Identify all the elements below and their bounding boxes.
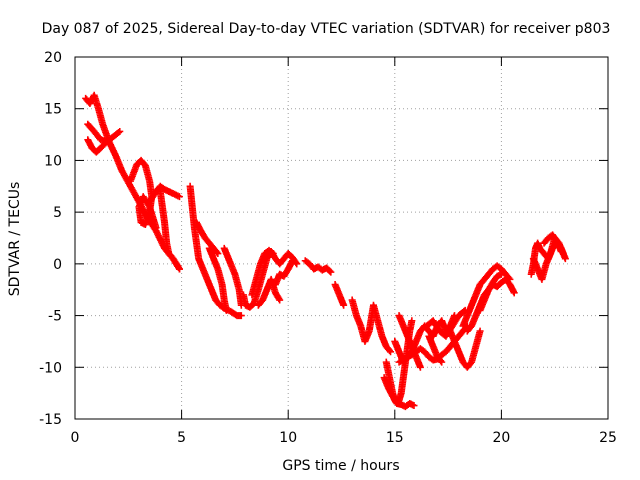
- data-point: [288, 257, 296, 265]
- axis-ticks: [74, 56, 609, 420]
- y-tick-label: 0: [53, 257, 62, 273]
- y-tick-label: -5: [48, 309, 62, 325]
- data-point: [387, 348, 395, 356]
- x-tick-label: 0: [71, 430, 80, 446]
- data-point: [175, 193, 183, 201]
- data-point: [103, 138, 111, 146]
- y-tick-label: -10: [39, 360, 62, 376]
- data-point: [340, 301, 348, 309]
- data-point: [410, 402, 418, 410]
- x-tick-label: 15: [386, 430, 404, 446]
- y-tick-label: 5: [53, 205, 62, 221]
- data-point: [438, 358, 446, 366]
- y-tick-labels: -15 -10 -5 0 5 10 15 20: [39, 50, 62, 428]
- data-point: [116, 127, 124, 135]
- data-point: [326, 267, 334, 275]
- data-point: [175, 265, 183, 273]
- y-tick-label: 10: [44, 153, 62, 169]
- data-points: [82, 91, 569, 411]
- data-point: [561, 255, 569, 263]
- x-tick-label: 25: [599, 430, 617, 446]
- data-point: [152, 224, 160, 232]
- data-point: [327, 268, 335, 276]
- plot-frame: [74, 56, 609, 420]
- x-axis-label: GPS time / hours: [282, 458, 399, 474]
- data-point: [102, 139, 110, 147]
- data-point: [557, 247, 565, 255]
- data-point: [237, 312, 245, 320]
- data-point: [114, 129, 122, 137]
- data-point: [276, 296, 284, 304]
- x-tick-label: 20: [492, 430, 510, 446]
- data-point: [497, 270, 505, 278]
- grid-lines: [75, 57, 608, 419]
- chart-title: Day 087 of 2025, Sidereal Day-to-day VTE…: [42, 21, 611, 37]
- y-axis-label: SDTVAR / TECUs: [7, 182, 23, 297]
- x-tick-labels: 0 5 10 15 20 25: [71, 430, 617, 446]
- data-point: [385, 346, 393, 354]
- y-tick-label: 15: [44, 102, 62, 118]
- data-point: [408, 317, 416, 325]
- y-tick-label: 20: [44, 50, 62, 66]
- data-point: [437, 357, 445, 365]
- data-point: [416, 363, 424, 371]
- x-tick-label: 10: [279, 430, 297, 446]
- data-point: [275, 295, 283, 303]
- data-point: [222, 306, 230, 314]
- data-point: [476, 327, 484, 335]
- data-point: [510, 289, 518, 297]
- data-point: [175, 264, 183, 272]
- data-point: [269, 250, 277, 258]
- x-tick-label: 5: [177, 430, 186, 446]
- data-point: [268, 248, 276, 256]
- y-tick-label: -15: [39, 412, 62, 428]
- data-point: [214, 250, 222, 258]
